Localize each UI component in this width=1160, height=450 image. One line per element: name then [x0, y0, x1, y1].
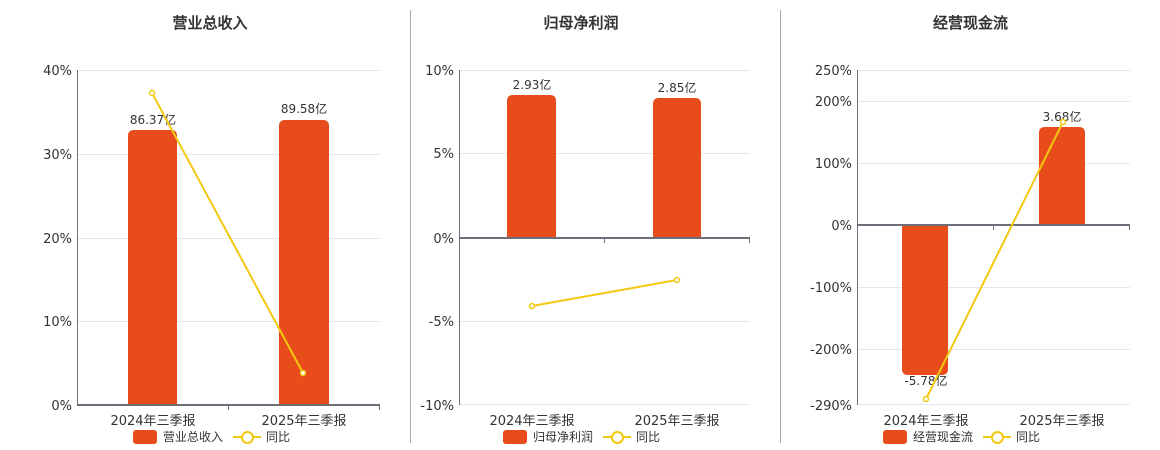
bar-2025[interactable] [279, 120, 329, 405]
svg-text:100%: 100% [815, 157, 852, 172]
svg-text:-5%: -5% [429, 315, 454, 330]
legend-bar-swatch[interactable] [883, 429, 907, 444]
legend: 营业总收入 同比 [133, 428, 290, 445]
legend-line-icon[interactable] [983, 430, 1012, 444]
yoy-line [925, 121, 1064, 400]
bar-2024[interactable] [507, 95, 556, 238]
x-category-label: 2025年三季报 [261, 414, 346, 429]
yoy-line [531, 279, 678, 307]
chart-title: 经营现金流 [932, 14, 1008, 32]
svg-text:10%: 10% [43, 315, 72, 330]
revenue-chart-plot: 40% 30% 20% 10% 0% 86.37亿 89.58亿 2024年三季… [43, 64, 380, 429]
cash-flow-chart-plot: 250% 200% 100% 0% -100% -200% -290% -5.7… [810, 64, 1130, 429]
panel-divider [780, 10, 781, 443]
net-profit-chart-plot: 10% 5% 0% -5% -10% 2.93亿 2.85亿 2024年三季报 … [420, 64, 750, 429]
legend-line-icon[interactable] [603, 430, 632, 444]
bar-value-label: -5.78亿 [904, 373, 947, 388]
bar-value-label: 2.85亿 [658, 80, 697, 95]
yoy-line [151, 92, 304, 374]
legend-line-label[interactable]: 同比 [1016, 430, 1041, 444]
x-category-label: 2024年三季报 [489, 414, 574, 429]
bar-2025[interactable] [1039, 127, 1085, 225]
y-axis-ticks: 10% 5% 0% -5% -10% [420, 64, 454, 414]
svg-text:0%: 0% [51, 399, 72, 414]
chart-panel-operating-cash-flow: 经营现金流 250% 200% 100% 0% -100% -200% -290… [781, 0, 1160, 450]
legend: 经营现金流 同比 [883, 428, 1040, 445]
svg-text:40%: 40% [43, 64, 72, 79]
bar-value-label: 2.93亿 [513, 77, 552, 92]
yoy-point[interactable] [673, 276, 681, 284]
y-axis-ticks: 250% 200% 100% 0% -100% -200% -290% [810, 64, 852, 414]
yoy-point[interactable] [922, 395, 930, 403]
legend-line-icon[interactable] [233, 430, 262, 444]
yoy-point[interactable] [299, 369, 307, 377]
chart-panel-revenue: 营业总收入 40% 30% 20% 10% 0% 86.37亿 89.58亿 2… [0, 0, 410, 450]
legend: 归母净利润 同比 [503, 428, 660, 445]
legend-line-label[interactable]: 同比 [266, 430, 291, 444]
panel-divider [410, 10, 411, 443]
svg-text:30%: 30% [43, 148, 72, 163]
svg-text:250%: 250% [815, 64, 852, 79]
bar-value-label: 3.68亿 [1043, 109, 1082, 124]
x-category-label: 2024年三季报 [110, 414, 195, 429]
legend-bar-swatch[interactable] [503, 429, 527, 444]
grid-lines [77, 70, 380, 322]
yoy-point[interactable] [528, 302, 536, 310]
bar-2024[interactable] [902, 225, 948, 375]
svg-text:-100%: -100% [810, 281, 852, 296]
svg-text:20%: 20% [43, 232, 72, 247]
svg-text:5%: 5% [433, 147, 454, 162]
svg-text:0%: 0% [433, 232, 454, 247]
svg-text:-10%: -10% [420, 399, 454, 414]
y-axis-ticks: 40% 30% 20% 10% 0% [43, 64, 72, 414]
legend-bar-label[interactable]: 营业总收入 [163, 430, 224, 444]
grid-lines [857, 70, 1130, 405]
svg-text:10%: 10% [425, 64, 454, 79]
x-category-label: 2025年三季报 [1019, 414, 1104, 429]
chart-title: 营业总收入 [172, 14, 248, 32]
svg-text:0%: 0% [831, 219, 852, 234]
legend-bar-label[interactable]: 归母净利润 [533, 430, 594, 444]
x-category-label: 2024年三季报 [883, 414, 968, 429]
svg-text:200%: 200% [815, 95, 852, 110]
legend-bar-label[interactable]: 经营现金流 [913, 430, 974, 444]
bar-2025[interactable] [653, 98, 701, 238]
chart-title: 归母净利润 [543, 14, 619, 32]
bar-value-label: 89.58亿 [281, 101, 327, 116]
yoy-point[interactable] [1059, 118, 1067, 126]
legend-line-label[interactable]: 同比 [636, 430, 661, 444]
svg-text:-200%: -200% [810, 343, 852, 358]
yoy-point[interactable] [148, 89, 156, 97]
legend-bar-swatch[interactable] [133, 429, 157, 444]
chart-panel-net-profit: 归母净利润 10% 5% 0% -5% -10% 2.93亿 2.85亿 202… [411, 0, 781, 450]
svg-text:-290%: -290% [810, 399, 852, 414]
x-category-label: 2025年三季报 [634, 414, 719, 429]
bar-2024[interactable] [128, 130, 177, 405]
